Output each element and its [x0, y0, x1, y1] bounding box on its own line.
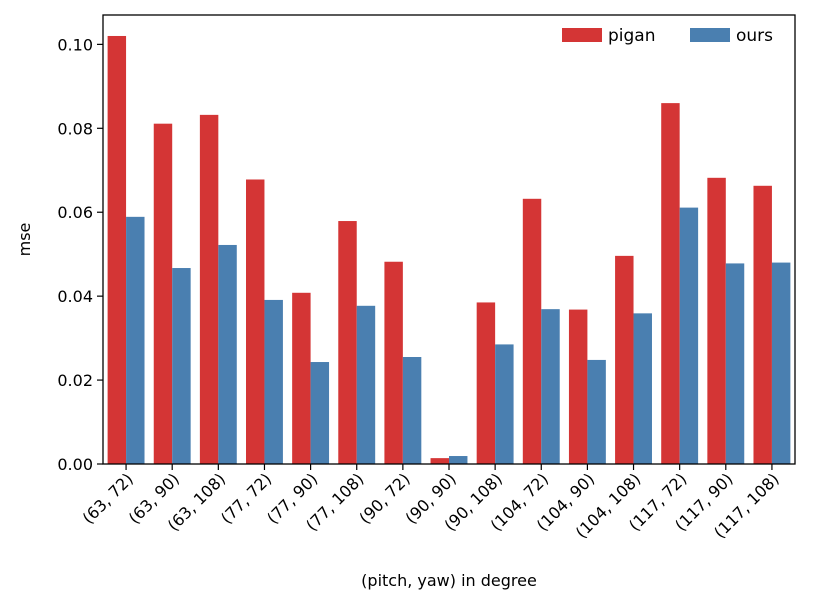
bar-pigan-4 [292, 292, 311, 464]
bar-pigan-6 [384, 261, 403, 464]
bar-ours-13 [725, 263, 745, 464]
bar-pigan-2 [199, 114, 219, 465]
bar-pigan-8 [476, 302, 496, 464]
bar-ours-10 [587, 359, 606, 464]
legend: pigan ours [562, 26, 773, 46]
bar-pigan-11 [615, 255, 634, 464]
bar-pigan-1 [153, 123, 173, 465]
bar-pigan-7 [430, 458, 449, 464]
bar-ours-7 [449, 456, 468, 464]
bar-ours-3 [264, 299, 283, 464]
y-tick-label: 0.08 [57, 119, 93, 138]
bar-ours-0 [126, 216, 145, 464]
bar-ours-9 [541, 309, 560, 464]
x-axis-title: (pitch, yaw) in degree [361, 571, 537, 590]
bar-ours-14 [771, 262, 791, 464]
y-tick-label: 0.00 [57, 455, 93, 474]
y-tick-label: 0.02 [57, 371, 93, 390]
y-axis: 0.00 0.02 0.04 0.06 0.08 0.10 [57, 35, 103, 474]
bar-ours-1 [172, 268, 191, 464]
legend-swatch-pigan [562, 28, 602, 42]
bar-ours-5 [356, 305, 376, 464]
bar-pigan-12 [661, 103, 680, 465]
bar-ours-12 [679, 207, 699, 465]
legend-label-pigan: pigan [608, 26, 656, 46]
bar-pigan-14 [753, 185, 772, 465]
bar-ours-2 [218, 244, 237, 464]
bar-pigan-0 [107, 35, 127, 464]
plot-frame [102, 14, 796, 465]
bar-ours-6 [402, 357, 422, 464]
legend-swatch-ours [690, 28, 730, 42]
legend-label-ours: ours [736, 26, 773, 46]
y-tick-label: 0.04 [57, 287, 93, 306]
bar-ours-4 [310, 362, 330, 464]
bar-pigan-5 [338, 221, 357, 464]
bar-pigan-10 [568, 309, 588, 464]
bar-pigan-13 [707, 177, 726, 464]
bar-ours-11 [633, 313, 652, 464]
bar-pigan-9 [522, 198, 542, 465]
bar-pigan-3 [246, 179, 265, 465]
y-tick-label: 0.10 [57, 35, 93, 54]
y-tick-label: 0.06 [57, 203, 93, 222]
bars-group [107, 35, 791, 465]
x-axis: (63, 72)(63, 90)(63, 108)(77, 72)(77, 90… [79, 464, 783, 542]
y-axis-title: mse [15, 223, 34, 257]
bar-ours-8 [495, 344, 514, 464]
